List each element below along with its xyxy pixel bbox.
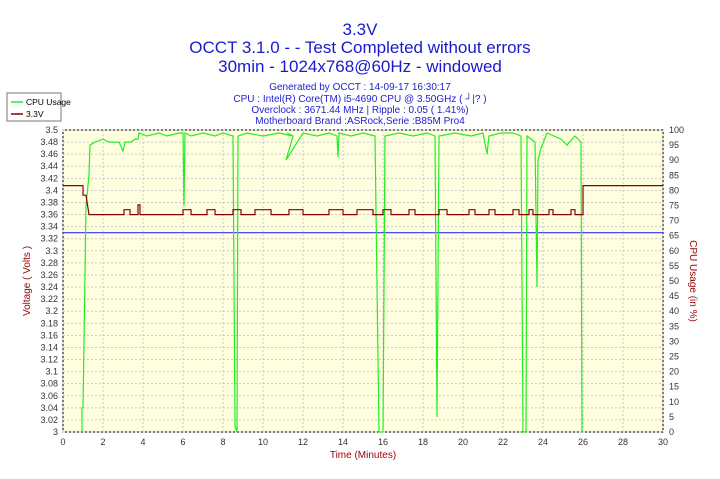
x-tick-label: 28 (618, 437, 628, 447)
legend-box (6, 92, 62, 122)
y-tick-label: 3.5 (45, 125, 58, 135)
y2-tick-label: 55 (669, 261, 679, 271)
y-axis-label: Voltage ( Volts ) (22, 246, 33, 316)
y2-tick-label: 80 (669, 185, 679, 195)
y-tick-label: 3.02 (40, 415, 58, 425)
x-tick-label: 0 (60, 437, 65, 447)
y-tick-label: 3.24 (40, 282, 58, 292)
x-tick-label: 20 (458, 437, 468, 447)
info-overclock: Overclock : 3671.44 MHz | Ripple : 0.05 … (251, 105, 469, 116)
x-tick-label: 26 (578, 437, 588, 447)
y-tick-label: 3.2 (45, 306, 58, 316)
y-tick-label: 3.28 (40, 258, 58, 268)
y-tick-label: 3 (53, 427, 58, 437)
y2-tick-label: 75 (669, 201, 679, 211)
y2-tick-label: 35 (669, 321, 679, 331)
y2-tick-label: 40 (669, 306, 679, 316)
x-tick-label: 24 (538, 437, 548, 447)
y-tick-label: 3.14 (40, 342, 58, 352)
info-generated: Generated by OCCT : 14-09-17 16:30:17 (269, 82, 451, 93)
y-tick-label: 3.1 (45, 367, 58, 377)
y2-tick-label: 100 (669, 125, 684, 135)
chart-subtitle-2: 30min - 1024x768@60Hz - windowed (218, 57, 502, 76)
x-tick-label: 14 (338, 437, 348, 447)
x-tick-label: 18 (418, 437, 428, 447)
y2-tick-label: 5 (669, 412, 674, 422)
y-tick-label: 3.16 (40, 330, 58, 340)
x-tick-label: 22 (498, 437, 508, 447)
x-tick-label: 2 (100, 437, 105, 447)
y-tick-label: 3.42 (40, 173, 58, 183)
x-tick-label: 16 (378, 437, 388, 447)
info-cpu: CPU : Intel(R) Core(TM) i5-4690 CPU @ 3.… (233, 94, 487, 105)
chart-subtitle-1: OCCT 3.1.0 - - Test Completed without er… (189, 38, 531, 57)
y2-tick-label: 15 (669, 382, 679, 392)
series-line-cpu-usage (81, 132, 583, 433)
y-tick-label: 3.36 (40, 210, 58, 220)
y-tick-label: 3.44 (40, 161, 58, 171)
y-tick-label: 3.48 (40, 137, 58, 147)
chart-title: 3.3V (342, 20, 378, 39)
y-tick-label: 3.4 (45, 185, 58, 195)
y-tick-label: 3.46 (40, 149, 58, 159)
x-tick-label: 30 (658, 437, 668, 447)
y-tick-label: 3.38 (40, 197, 58, 207)
x-tick-label: 10 (258, 437, 268, 447)
plot-area (62, 129, 664, 433)
y-tick-label: 3.34 (40, 222, 58, 232)
x-tick-label: 6 (180, 437, 185, 447)
y2-tick-label: 30 (669, 336, 679, 346)
y2-tick-label: 25 (669, 352, 679, 362)
y-tick-label: 3.04 (40, 403, 58, 413)
y-tick-label: 3.32 (40, 234, 58, 244)
y2-tick-label: 95 (669, 140, 679, 150)
info-motherboard: Motherboard Brand :ASRock,Serie :B85M Pr… (255, 116, 465, 127)
y-tick-label: 3.26 (40, 270, 58, 280)
y2-tick-label: 90 (669, 155, 679, 165)
x-tick-label: 12 (298, 437, 308, 447)
y2-axis-label: CPU Usage (in %) (687, 240, 698, 322)
x-axis-label: Time (Minutes) (330, 450, 396, 461)
y2-tick-label: 20 (669, 367, 679, 377)
y2-tick-label: 65 (669, 231, 679, 241)
y-tick-label: 3.12 (40, 355, 58, 365)
y-tick-label: 3.06 (40, 391, 58, 401)
y2-tick-label: 10 (669, 397, 679, 407)
y2-tick-label: 45 (669, 291, 679, 301)
y2-tick-label: 70 (669, 216, 679, 226)
y2-tick-label: 50 (669, 276, 679, 286)
y-tick-label: 3.22 (40, 294, 58, 304)
y2-tick-label: 60 (669, 246, 679, 256)
y-tick-label: 3.3 (45, 246, 58, 256)
legend-label: CPU Usage (26, 97, 71, 107)
legend-label: 3.3V (26, 109, 44, 119)
x-tick-label: 8 (220, 437, 225, 447)
y2-tick-label: 0 (669, 427, 674, 437)
series-line-3-3v (63, 185, 663, 216)
x-tick-label: 4 (140, 437, 145, 447)
y-tick-label: 3.08 (40, 379, 58, 389)
y2-tick-label: 85 (669, 170, 679, 180)
y-tick-label: 3.18 (40, 318, 58, 328)
